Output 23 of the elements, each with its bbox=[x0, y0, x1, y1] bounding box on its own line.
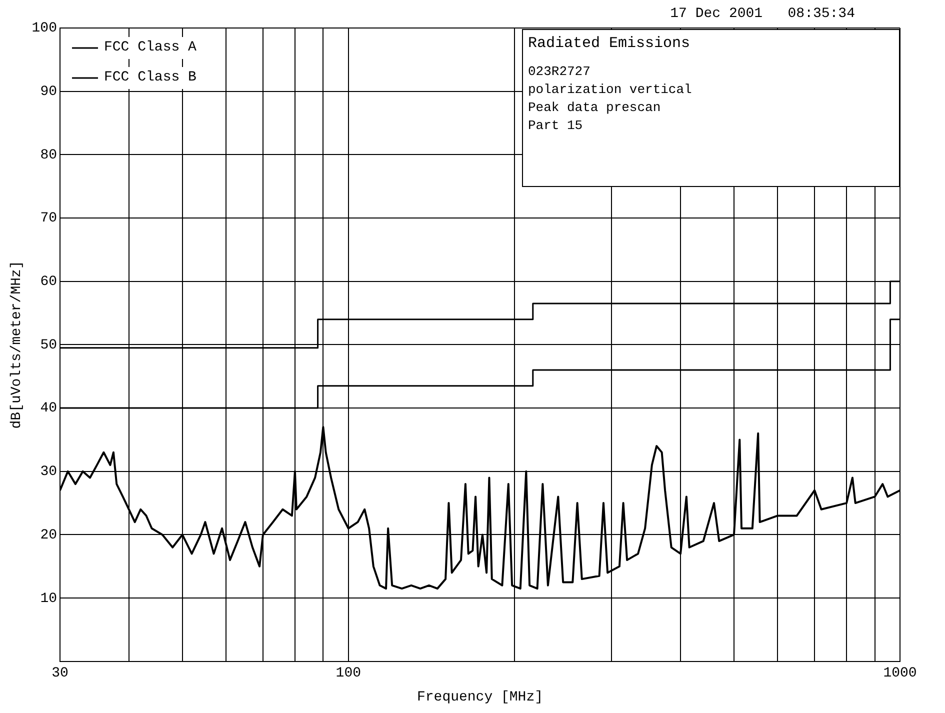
y-tick-label: 90 bbox=[40, 84, 58, 100]
legend-label: FCC Class B bbox=[104, 70, 196, 86]
x-axis-title: Frequency [MHz] bbox=[416, 689, 544, 706]
y-tick-label: 30 bbox=[40, 464, 58, 480]
y-tick-label: 40 bbox=[40, 400, 58, 417]
y-axis-title: dB[uVolts/meter/MHz] bbox=[9, 260, 26, 429]
x-tick-label: 30 bbox=[52, 666, 68, 682]
y-tick-label: 10 bbox=[40, 590, 58, 607]
y-tick-label: 50 bbox=[40, 337, 58, 354]
annotation: polarization vertical bbox=[528, 81, 693, 99]
annotation: 023R2727 bbox=[528, 63, 592, 81]
x-tick-label: 100 bbox=[336, 666, 362, 682]
x-tick-label: 1000 bbox=[883, 666, 917, 682]
annotation: Peak data prescan bbox=[528, 99, 662, 117]
y-tick-label: 70 bbox=[40, 210, 58, 227]
annotation: Part 15 bbox=[528, 117, 584, 135]
y-tick-label: 20 bbox=[40, 527, 58, 544]
text: 17 Dec 2001 08:35:34 bbox=[670, 6, 855, 22]
chart-title: Radiated Emissions bbox=[528, 35, 690, 52]
y-tick-label: 100 bbox=[32, 20, 58, 37]
y-tick-label: 60 bbox=[40, 274, 58, 290]
legend-label: FCC Class A bbox=[104, 40, 198, 56]
y-tick-label: 80 bbox=[40, 147, 58, 164]
